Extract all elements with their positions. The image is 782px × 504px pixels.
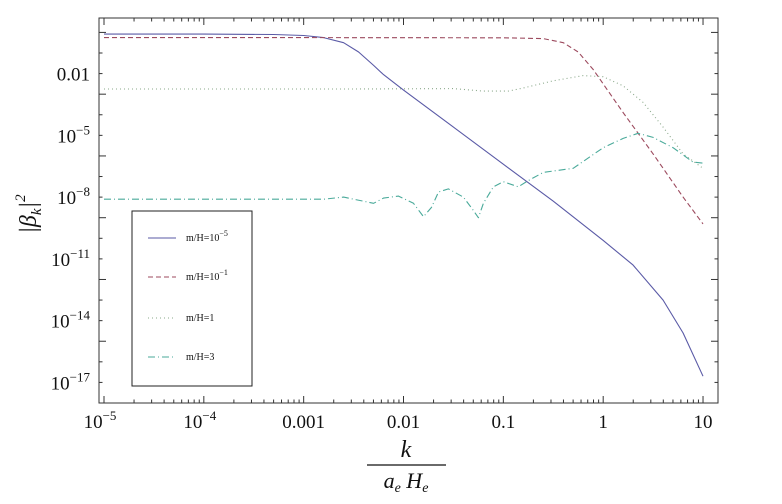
series-line-4 [104,132,704,219]
x-axis-title-denominator: ae He [384,468,429,496]
y-axis-title-text: |βk|2 [13,194,45,234]
x-tick-label: 10 [694,412,713,433]
y-tick-label: 10−14 [51,308,91,333]
x-tick-label: 1 [598,412,608,433]
x-tick-label: 10−5 [84,408,117,433]
legend-label-4: m/H=3 [186,352,214,363]
y-tick-label: 0.01 [57,65,90,86]
x-tick-labels: 10−5 10−4 0.001 0.01 0.1 1 10 [84,408,713,433]
plot-frame [98,17,719,404]
y-axis-title: |βk|2 [13,194,45,234]
series-layer [104,33,704,377]
x-tick-label: 0.1 [491,412,515,433]
y-tick-label: 10−5 [57,122,90,147]
legend-label-1: m/H=10−5 [186,229,228,244]
legend-label-3: m/H=1 [186,313,214,324]
x-axis-title: k ae He [367,437,446,496]
x-tick-label: 10−4 [183,408,216,433]
y-tick-label: 10−17 [51,369,91,394]
series-line-1 [104,33,704,377]
series-line-2 [104,37,704,225]
tick-marks [99,18,718,404]
legend-entries: m/H=10−5 m/H=10−1 m/H=1 m/H=3 [148,229,228,363]
x-axis-title-numerator: k [401,437,412,463]
y-tick-label: 10−8 [57,184,90,209]
legend: m/H=10−5 m/H=10−1 m/H=1 m/H=3 [131,210,253,387]
y-tick-labels: 0.01 10−5 10−8 10−11 10−14 10−17 [51,65,91,395]
x-tick-label: 0.001 [282,412,325,433]
x-tick-label: 0.01 [387,412,420,433]
legend-label-2: m/H=10−1 [186,268,228,283]
y-tick-label: 10−11 [51,246,90,271]
